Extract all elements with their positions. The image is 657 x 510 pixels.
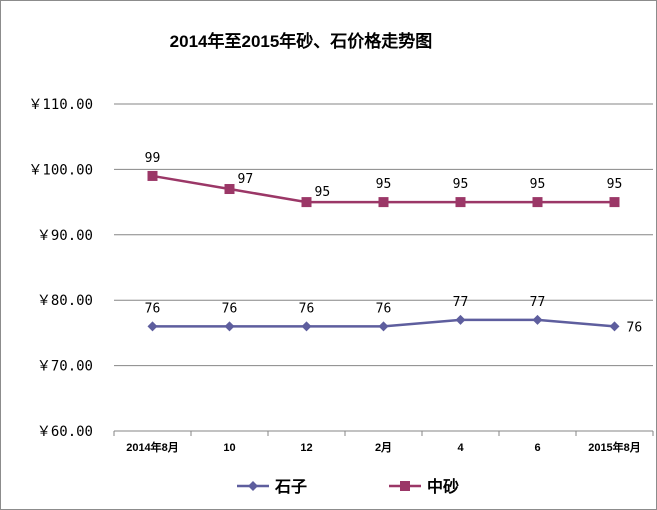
- data-point-marker: [378, 321, 389, 332]
- x-tick-label: 10: [223, 442, 235, 454]
- data-label: 95: [530, 177, 546, 192]
- data-point-marker: [455, 314, 466, 325]
- x-tick-label: 2015年8月: [588, 440, 641, 454]
- x-tick-label: 2月: [375, 441, 392, 454]
- data-label: 76: [299, 301, 315, 316]
- data-label: 95: [315, 185, 331, 200]
- series-layer: 76 76 76 76 77 77 76 99 97 95 95 95 95 95: [145, 151, 642, 335]
- data-point-marker: [147, 170, 158, 181]
- y-tick-label: ￥80.00: [37, 293, 93, 309]
- y-tick-label: ￥100.00: [28, 162, 93, 178]
- x-tick-label: 12: [300, 442, 312, 454]
- data-label: 76: [222, 301, 238, 316]
- axes: ￥60.00 ￥70.00 ￥80.00 ￥90.00 ￥100.00 ￥110.00 20…: [28, 97, 654, 454]
- y-tick-label: ￥110.00: [28, 97, 93, 113]
- data-point-marker: [532, 197, 543, 208]
- data-point-marker: [609, 197, 620, 208]
- data-point-marker: [609, 321, 620, 332]
- data-label: 76: [627, 320, 643, 335]
- data-label: 77: [453, 295, 469, 310]
- data-label: 76: [376, 301, 392, 316]
- data-point-marker: [224, 184, 235, 195]
- data-point-marker: [301, 321, 312, 332]
- data-label: 97: [238, 172, 254, 187]
- data-label: 99: [145, 151, 161, 166]
- y-tick-label: ￥90.00: [37, 228, 93, 244]
- legend-marker: [400, 481, 410, 491]
- data-label: 95: [376, 177, 392, 192]
- x-tick-label: 2014年8月: [126, 440, 179, 454]
- y-tick-label: ￥60.00: [37, 424, 93, 440]
- data-point-marker: [455, 197, 466, 208]
- data-point-marker: [378, 197, 389, 208]
- data-label: 95: [453, 177, 469, 192]
- data-point-marker: [224, 321, 235, 332]
- chart-title: 2014年至2015年砂、石价格走势图: [170, 31, 433, 51]
- data-label: 77: [530, 295, 546, 310]
- data-point-marker: [147, 321, 158, 332]
- legend: 石子 中砂: [237, 477, 459, 496]
- y-tick-label: ￥70.00: [37, 359, 93, 375]
- data-label: 76: [145, 301, 161, 316]
- legend-label: 中砂: [427, 477, 459, 496]
- gridlines: [114, 103, 653, 367]
- x-tick-label: 4: [457, 442, 464, 454]
- data-point-marker: [532, 314, 543, 325]
- legend-label: 石子: [274, 478, 307, 496]
- x-tick-label: 6: [534, 442, 540, 454]
- legend-marker: [248, 481, 258, 491]
- data-label: 95: [607, 177, 623, 192]
- data-point-marker: [301, 197, 312, 208]
